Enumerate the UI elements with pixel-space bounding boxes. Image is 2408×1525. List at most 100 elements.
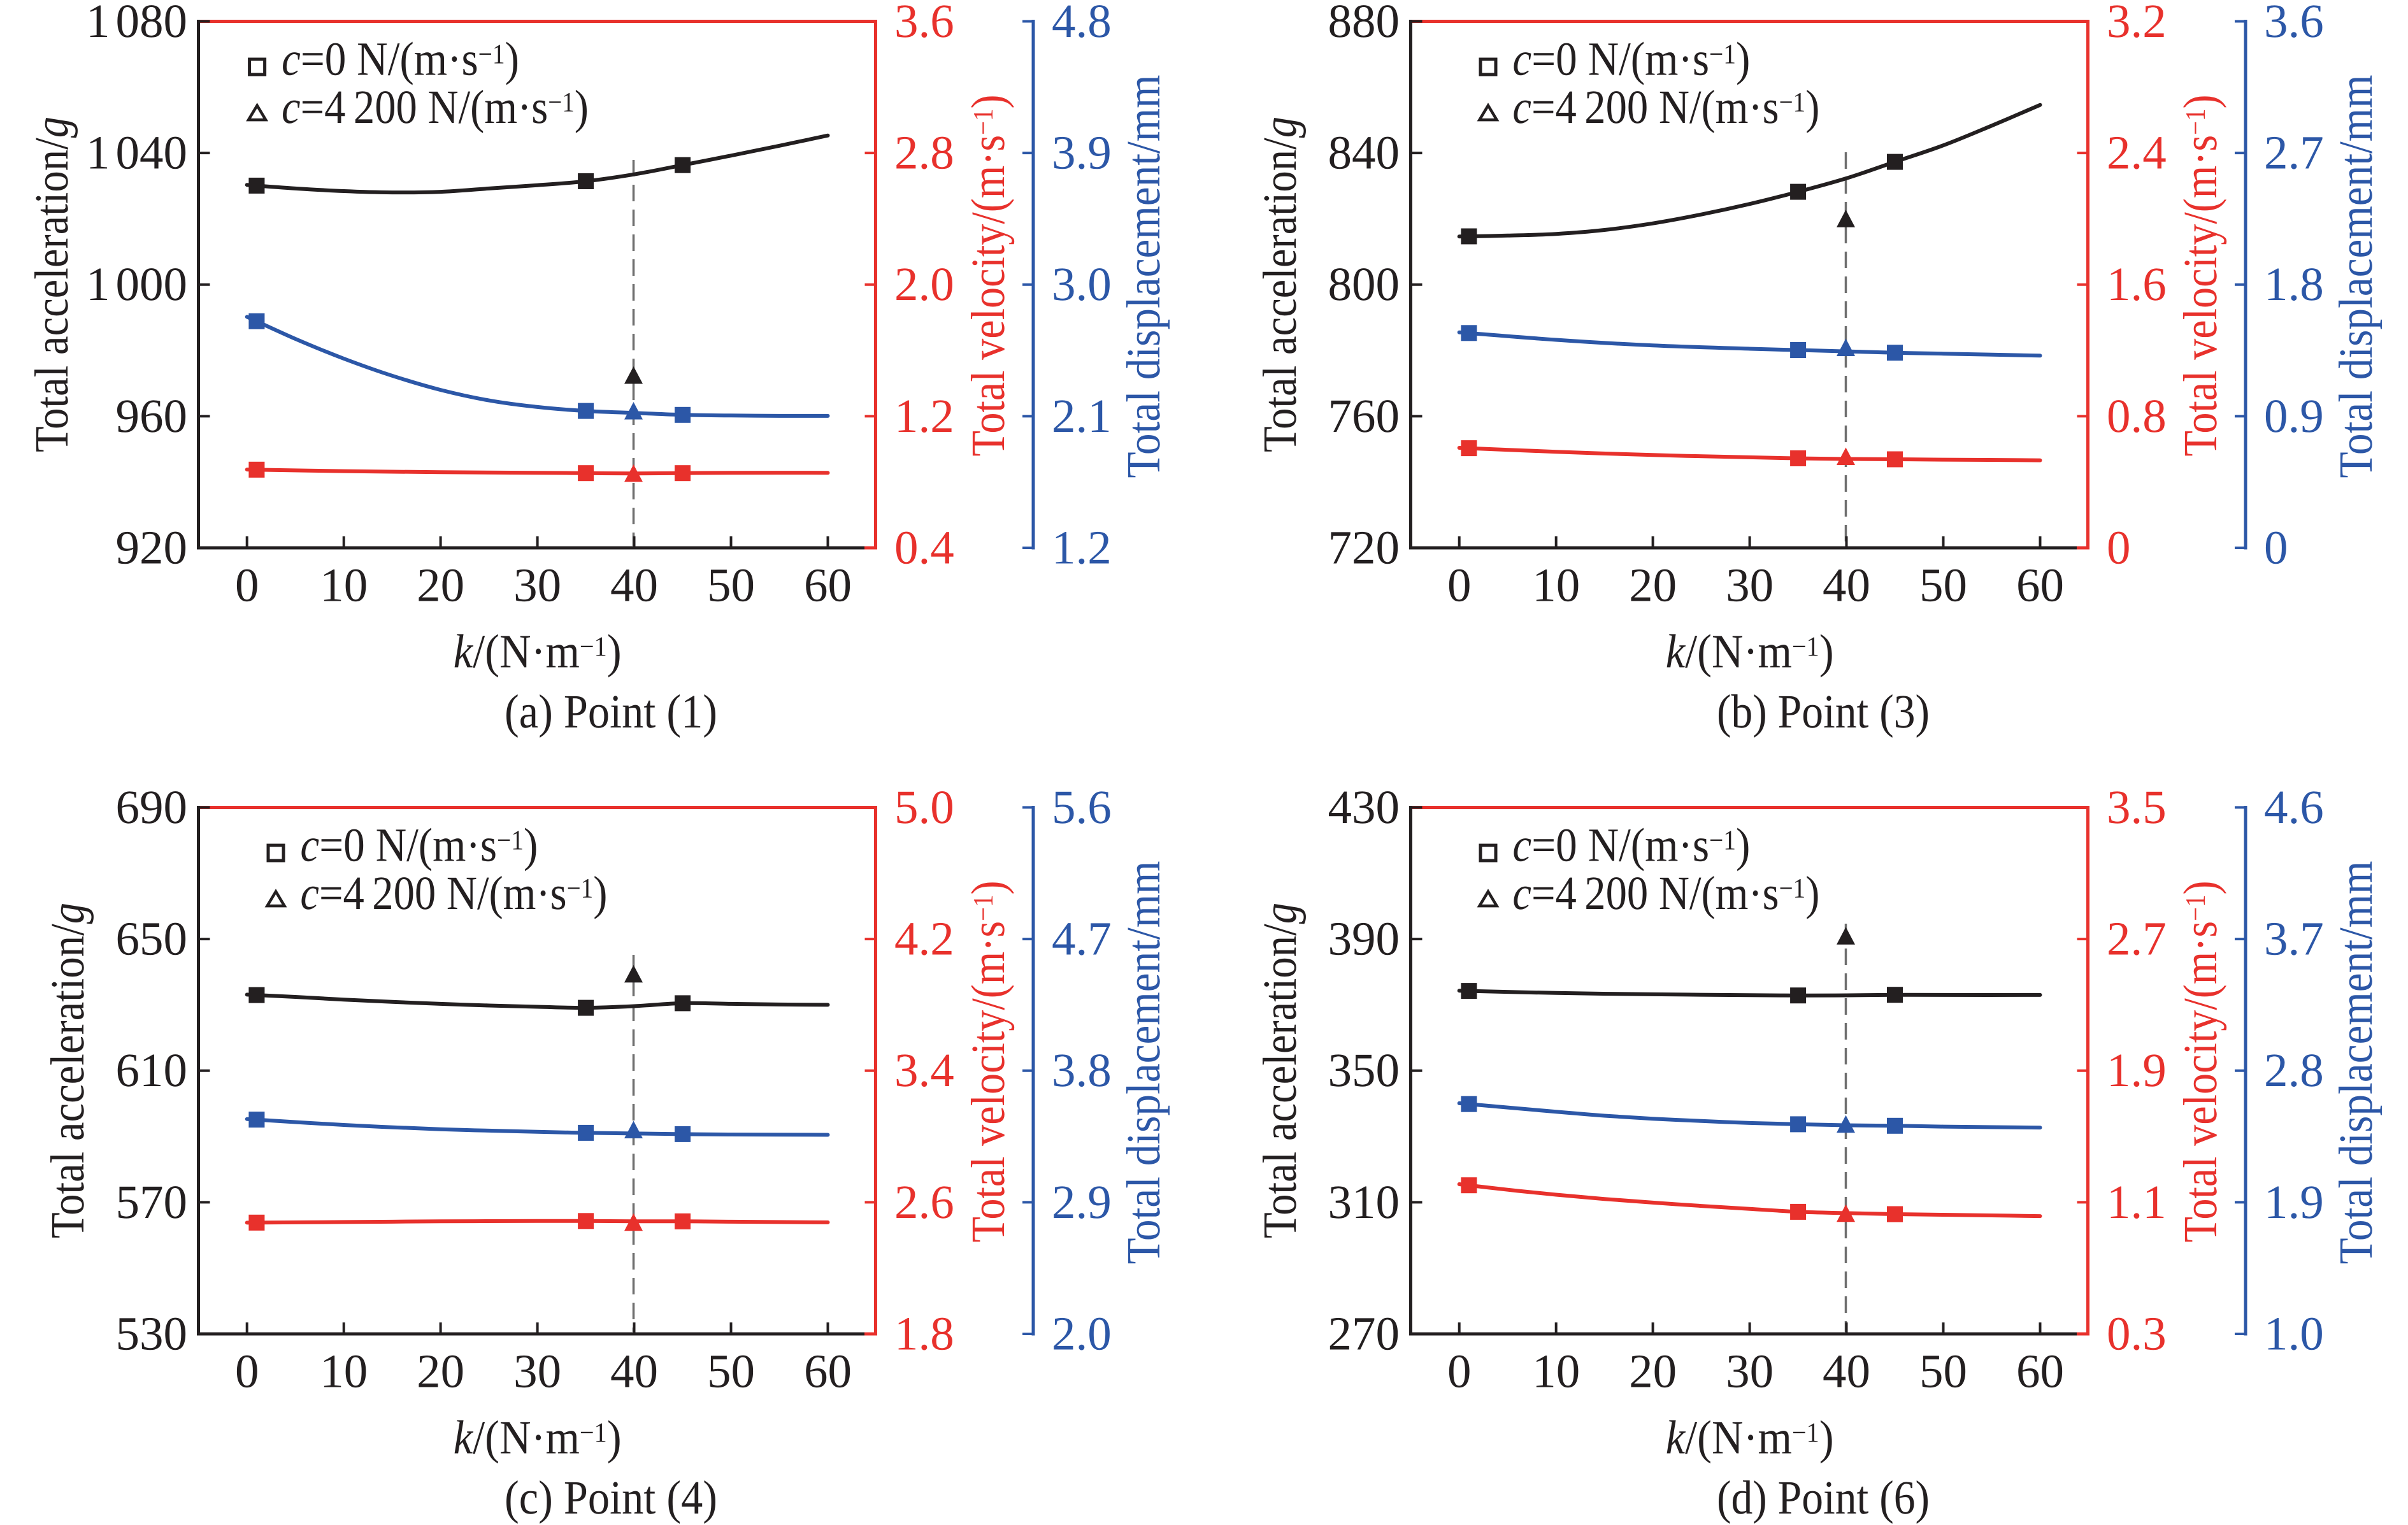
svg-text:c=4200 N/(m·s−1): c=4200 N/(m·s−1) xyxy=(300,867,607,920)
svg-text:c=4200 N/(m·s−1): c=4200 N/(m·s−1) xyxy=(1512,81,1819,134)
svg-text:2.1: 2.1 xyxy=(1052,390,1112,443)
svg-text:4.7: 4.7 xyxy=(1052,913,1112,966)
svg-text:c=4200 N/(m·s−1): c=4200 N/(m·s−1) xyxy=(1512,867,1819,920)
svg-text:3.6: 3.6 xyxy=(2264,0,2324,48)
svg-text:30: 30 xyxy=(1726,559,1774,612)
svg-text:1.6: 1.6 xyxy=(2107,258,2167,311)
svg-text:570: 570 xyxy=(116,1176,188,1229)
svg-text:(b) Point (3): (b) Point (3) xyxy=(1717,685,1930,738)
svg-text:Total displacement/mm: Total displacement/mm xyxy=(2330,75,2383,478)
svg-text:3.0: 3.0 xyxy=(1052,258,1112,311)
svg-text:0: 0 xyxy=(1447,559,1472,612)
svg-text:960: 960 xyxy=(116,390,188,443)
svg-text:50: 50 xyxy=(707,559,755,612)
svg-text:1.9: 1.9 xyxy=(2264,1176,2324,1229)
svg-text:0.9: 0.9 xyxy=(2264,390,2324,443)
svg-text:(c) Point (4): (c) Point (4) xyxy=(505,1471,717,1524)
svg-text:2.7: 2.7 xyxy=(2264,127,2324,180)
svg-text:60: 60 xyxy=(804,1345,852,1398)
svg-text:Total velocity/(m·s−1): Total velocity/(m·s−1) xyxy=(962,881,1015,1243)
svg-text:3.9: 3.9 xyxy=(1052,127,1112,180)
svg-text:690: 690 xyxy=(116,781,188,834)
svg-text:20: 20 xyxy=(417,559,464,612)
svg-text:3.6: 3.6 xyxy=(894,0,954,48)
svg-text:3.2: 3.2 xyxy=(2107,0,2167,48)
svg-text:0: 0 xyxy=(235,559,259,612)
svg-text:650: 650 xyxy=(116,913,188,966)
svg-text:350: 350 xyxy=(1328,1044,1400,1097)
svg-text:310: 310 xyxy=(1328,1176,1400,1229)
svg-text:2.4: 2.4 xyxy=(2107,127,2167,180)
svg-text:2.9: 2.9 xyxy=(1052,1176,1112,1229)
svg-text:1.2: 1.2 xyxy=(894,390,954,443)
svg-text:0: 0 xyxy=(235,1345,259,1398)
svg-text:530: 530 xyxy=(116,1308,188,1361)
svg-text:2.7: 2.7 xyxy=(2107,913,2167,966)
svg-text:30: 30 xyxy=(513,559,561,612)
svg-text:4.2: 4.2 xyxy=(894,913,954,966)
svg-text:Total acceleration/g: Total acceleration/g xyxy=(1254,117,1307,452)
svg-text:1.0: 1.0 xyxy=(2264,1308,2324,1361)
svg-text:0.4: 0.4 xyxy=(894,522,954,575)
svg-text:0: 0 xyxy=(2264,522,2288,575)
svg-text:Total velocity/(m·s−1): Total velocity/(m·s−1) xyxy=(2174,95,2227,457)
svg-text:430: 430 xyxy=(1328,781,1400,834)
svg-text:Total acceleration/g: Total acceleration/g xyxy=(41,903,94,1238)
svg-text:Total velocity/(m·s−1): Total velocity/(m·s−1) xyxy=(962,95,1015,457)
svg-text:1.8: 1.8 xyxy=(894,1308,954,1361)
svg-text:10: 10 xyxy=(1532,1345,1580,1398)
svg-text:800: 800 xyxy=(1328,258,1400,311)
svg-text:10: 10 xyxy=(320,1345,368,1398)
svg-text:50: 50 xyxy=(707,1345,755,1398)
svg-text:60: 60 xyxy=(804,559,852,612)
svg-text:Total acceleration/g: Total acceleration/g xyxy=(1254,903,1307,1238)
svg-text:4.8: 4.8 xyxy=(1052,0,1112,48)
svg-text:(a) Point (1): (a) Point (1) xyxy=(505,685,717,738)
svg-text:5.6: 5.6 xyxy=(1052,781,1112,834)
svg-text:5.0: 5.0 xyxy=(894,781,954,834)
svg-text:10: 10 xyxy=(320,559,368,612)
svg-text:4.6: 4.6 xyxy=(2264,781,2324,834)
svg-text:1.1: 1.1 xyxy=(2107,1176,2167,1229)
svg-text:30: 30 xyxy=(513,1345,561,1398)
svg-text:3.7: 3.7 xyxy=(2264,913,2324,966)
svg-text:Total velocity/(m·s−1): Total velocity/(m·s−1) xyxy=(2174,881,2227,1243)
svg-text:1.8: 1.8 xyxy=(2264,258,2324,311)
svg-text:Total acceleration/g: Total acceleration/g xyxy=(25,117,78,452)
svg-text:760: 760 xyxy=(1328,390,1400,443)
svg-text:0.8: 0.8 xyxy=(2107,390,2167,443)
svg-text:c=4200 N/(m·s−1): c=4200 N/(m·s−1) xyxy=(282,81,589,134)
svg-text:50: 50 xyxy=(1919,559,1967,612)
svg-text:2.8: 2.8 xyxy=(2264,1044,2324,1097)
svg-text:840: 840 xyxy=(1328,127,1400,180)
svg-text:0: 0 xyxy=(1447,1345,1472,1398)
svg-text:60: 60 xyxy=(2016,1345,2064,1398)
svg-text:Total displacement/mm: Total displacement/mm xyxy=(1117,75,1170,478)
svg-text:720: 720 xyxy=(1328,522,1400,575)
svg-text:1.2: 1.2 xyxy=(1052,522,1112,575)
svg-text:0.3: 0.3 xyxy=(2107,1308,2167,1361)
svg-text:3.5: 3.5 xyxy=(2107,781,2167,834)
svg-text:880: 880 xyxy=(1328,0,1400,48)
svg-text:40: 40 xyxy=(1823,559,1870,612)
svg-text:1.9: 1.9 xyxy=(2107,1044,2167,1097)
svg-text:920: 920 xyxy=(116,522,188,575)
svg-text:390: 390 xyxy=(1328,913,1400,966)
svg-text:2.8: 2.8 xyxy=(894,127,954,180)
svg-text:60: 60 xyxy=(2016,559,2064,612)
svg-text:2.0: 2.0 xyxy=(1052,1308,1112,1361)
svg-text:3.8: 3.8 xyxy=(1052,1044,1112,1097)
svg-text:Total displacement/mm: Total displacement/mm xyxy=(2330,861,2383,1264)
svg-text:40: 40 xyxy=(610,1345,658,1398)
svg-text:30: 30 xyxy=(1726,1345,1774,1398)
svg-text:3.4: 3.4 xyxy=(894,1044,954,1097)
svg-text:k/(N·m−1): k/(N·m−1) xyxy=(454,626,622,678)
svg-text:2.6: 2.6 xyxy=(894,1176,954,1229)
svg-text:40: 40 xyxy=(1823,1345,1870,1398)
svg-text:k/(N·m−1): k/(N·m−1) xyxy=(1666,1412,1834,1464)
svg-text:10: 10 xyxy=(1532,559,1580,612)
svg-text:2.0: 2.0 xyxy=(894,258,954,311)
